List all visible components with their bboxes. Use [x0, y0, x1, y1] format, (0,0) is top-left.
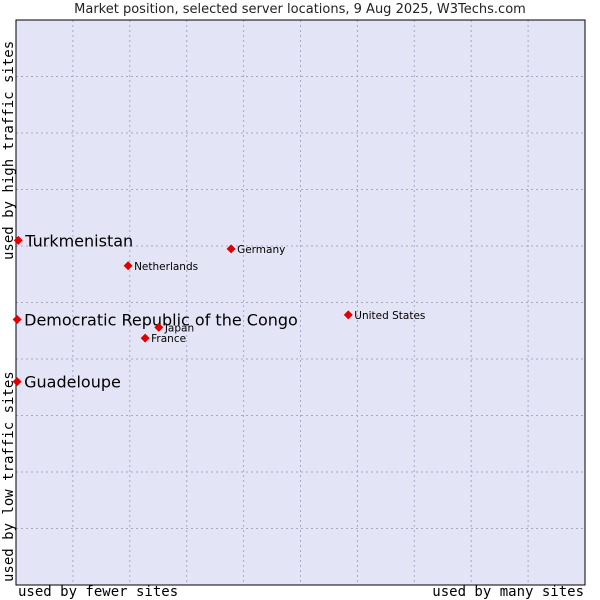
point-marker-democratic-republic-of-the-congo	[12, 314, 22, 324]
grid-lines	[16, 20, 585, 585]
point-label-turkmenistan: Turkmenistan	[24, 231, 133, 250]
point-marker-guadeloupe	[12, 377, 22, 387]
point-label-japan: Japan	[164, 322, 194, 334]
point-marker-germany	[226, 244, 236, 254]
point-label-democratic-republic-of-the-congo: Democratic Republic of the Congo	[24, 310, 298, 329]
point-marker-netherlands	[123, 261, 133, 271]
point-label-guadeloupe: Guadeloupe	[24, 373, 121, 392]
point-label-united-states: United States	[354, 310, 425, 322]
data-points: Turkmenistan Democratic Republic of the C…	[12, 231, 425, 392]
point-marker-japan	[154, 322, 164, 332]
y-axis-label-bottom: used by low traffic sites	[1, 371, 17, 582]
point-label-france: France	[151, 333, 186, 345]
point-marker-france	[140, 333, 150, 343]
x-axis-label-left: used by fewer sites	[18, 584, 179, 600]
plot-border	[15, 19, 586, 586]
point-marker-turkmenistan	[13, 235, 23, 245]
point-marker-united-states	[343, 310, 353, 320]
point-label-netherlands: Netherlands	[134, 261, 198, 273]
point-label-germany: Germany	[237, 244, 285, 256]
y-axis-label-top: used by high traffic sites	[1, 40, 17, 260]
chart-title: Market position, selected server locatio…	[74, 2, 526, 17]
x-axis-label-right: used by many sites	[432, 584, 584, 600]
